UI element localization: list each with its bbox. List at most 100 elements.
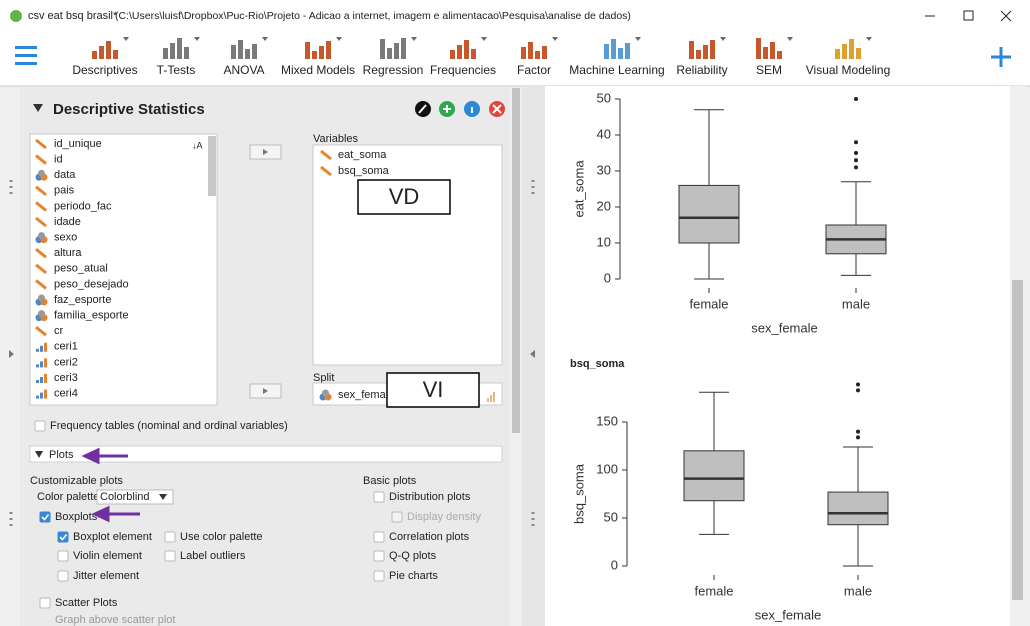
outlier bbox=[854, 140, 858, 145]
plots-header[interactable] bbox=[29, 445, 503, 463]
icon-bar bbox=[625, 43, 630, 59]
checkbox-option[interactable]: Boxplots bbox=[39, 511, 98, 523]
checkbox-option[interactable]: Frequency tables (nominal and ordinal va… bbox=[34, 420, 288, 432]
checkbox-option[interactable]: Distribution plots bbox=[373, 491, 471, 503]
check-mark bbox=[59, 534, 68, 541]
variable-item[interactable]: pais bbox=[54, 185, 75, 197]
ordinal-icon bbox=[40, 361, 43, 368]
toolbar-button[interactable]: ANOVA bbox=[223, 37, 268, 77]
checkbox-option[interactable]: Correlation plots bbox=[373, 531, 470, 543]
dropdown-arrow bbox=[336, 37, 342, 41]
split-variable[interactable]: sex_female bbox=[338, 389, 394, 401]
outlier bbox=[856, 388, 860, 393]
toolbar-button[interactable]: SEM bbox=[755, 37, 793, 77]
scale-icon bbox=[35, 216, 47, 228]
y-tick-label: 0 bbox=[604, 270, 611, 285]
toolbar-button[interactable]: Descriptives bbox=[72, 37, 138, 77]
variable-item[interactable]: faz_esporte bbox=[54, 294, 111, 306]
option-label: Label outliers bbox=[180, 550, 246, 562]
variable-item[interactable]: ceri2 bbox=[54, 356, 78, 368]
variable-item[interactable]: id_unique bbox=[54, 138, 102, 150]
checkbox-option[interactable]: Use color palette bbox=[164, 531, 263, 543]
dropdown-arrow bbox=[552, 37, 558, 41]
icon-bar bbox=[604, 44, 609, 59]
variable-list-box[interactable] bbox=[29, 133, 218, 406]
checkbox bbox=[34, 420, 46, 432]
split-type-icon bbox=[487, 392, 495, 402]
list-scrollbar[interactable] bbox=[208, 136, 216, 196]
variable-item[interactable]: id bbox=[54, 154, 63, 166]
selected-variable[interactable]: eat_soma bbox=[338, 149, 387, 161]
icon-bar bbox=[856, 48, 861, 59]
icon-bar bbox=[696, 50, 701, 59]
checkbox-option[interactable]: Label outliers bbox=[164, 550, 246, 562]
variable-item[interactable]: ceri3 bbox=[54, 372, 78, 384]
ordinal-icon bbox=[44, 358, 47, 368]
option-label: Correlation plots bbox=[389, 531, 470, 543]
scale-icon bbox=[35, 138, 47, 150]
palette-dropdown[interactable] bbox=[96, 489, 174, 505]
variable-item[interactable]: periodo_fac bbox=[54, 200, 112, 212]
icon-bar bbox=[618, 48, 623, 59]
checkbox-option[interactable]: Scatter Plots bbox=[39, 597, 118, 609]
variable-item[interactable]: altura bbox=[54, 247, 82, 259]
checkbox-option[interactable]: Q-Q plots bbox=[373, 550, 437, 562]
icon-bar bbox=[394, 43, 399, 59]
group-label: Basic plots bbox=[363, 475, 417, 487]
checkbox-option[interactable]: Boxplot element bbox=[57, 531, 152, 543]
toolbar-button[interactable]: Visual Modeling bbox=[806, 37, 891, 77]
close-button[interactable] bbox=[1000, 10, 1012, 22]
variable-item[interactable]: cr bbox=[54, 325, 64, 337]
variable-item[interactable]: data bbox=[54, 169, 76, 181]
variable-item[interactable]: familia_esporte bbox=[54, 310, 129, 322]
y-tick-label: 10 bbox=[597, 234, 611, 249]
toolbar-label: Machine Learning bbox=[569, 63, 664, 77]
toolbar-button[interactable]: Factor bbox=[517, 37, 558, 77]
annotation: VD bbox=[389, 184, 420, 209]
outlier bbox=[854, 165, 858, 170]
icon-bar bbox=[756, 38, 761, 59]
nominal-icon bbox=[322, 389, 329, 397]
nominal-icon bbox=[38, 169, 45, 177]
icon-bar bbox=[521, 47, 526, 59]
add-module-button[interactable] bbox=[991, 47, 1011, 67]
variable-item[interactable]: ceri4 bbox=[54, 388, 78, 400]
variable-item[interactable]: sexo bbox=[54, 232, 77, 244]
outlier bbox=[854, 151, 858, 155]
toolbar-button[interactable]: Reliability bbox=[676, 37, 728, 77]
palette-value: Colorblind bbox=[100, 491, 150, 503]
scale-icon bbox=[35, 326, 47, 337]
toolbar-button[interactable]: Machine Learning bbox=[569, 37, 665, 77]
toolbar-label: Visual Modeling bbox=[806, 63, 891, 77]
check-mark bbox=[41, 514, 50, 521]
toolbar-button[interactable]: Regression bbox=[363, 37, 424, 77]
scale-icon bbox=[35, 201, 47, 212]
sort-icon[interactable]: ↓A bbox=[192, 140, 203, 150]
checkbox-option[interactable]: Violin element bbox=[57, 550, 142, 562]
scale-icon bbox=[320, 149, 332, 161]
icon-bar bbox=[611, 39, 616, 59]
icon-bar bbox=[542, 46, 547, 59]
dropdown-arrow bbox=[123, 37, 129, 41]
toolbar-button[interactable]: Mixed Models bbox=[281, 37, 355, 77]
checkbox-option[interactable]: Pie charts bbox=[373, 570, 438, 582]
variable-item[interactable]: ceri1 bbox=[54, 341, 78, 353]
panel-scrollbar[interactable] bbox=[512, 88, 520, 433]
menu-button[interactable] bbox=[15, 46, 37, 65]
maximize-button[interactable] bbox=[963, 10, 974, 21]
variable-item[interactable]: peso_atual bbox=[54, 263, 108, 275]
toolbar-button[interactable]: Frequencies bbox=[430, 37, 496, 77]
collapse-triangle[interactable] bbox=[33, 104, 43, 112]
variables-box[interactable] bbox=[312, 144, 503, 366]
variable-item[interactable]: peso_desejado bbox=[54, 278, 129, 290]
section-label: Plots bbox=[49, 449, 74, 461]
results-scrollbar[interactable] bbox=[1012, 280, 1023, 600]
dropdown-arrow bbox=[787, 37, 793, 41]
toolbar-button[interactable]: T-Tests bbox=[157, 37, 200, 77]
checkbox-option[interactable]: Jitter element bbox=[57, 570, 139, 582]
selected-variable[interactable]: bsq_soma bbox=[338, 165, 390, 177]
variable-item[interactable]: idade bbox=[54, 216, 81, 228]
icon-bar bbox=[326, 41, 331, 59]
dropdown-arrow bbox=[262, 37, 268, 41]
icon-bar bbox=[710, 40, 715, 59]
